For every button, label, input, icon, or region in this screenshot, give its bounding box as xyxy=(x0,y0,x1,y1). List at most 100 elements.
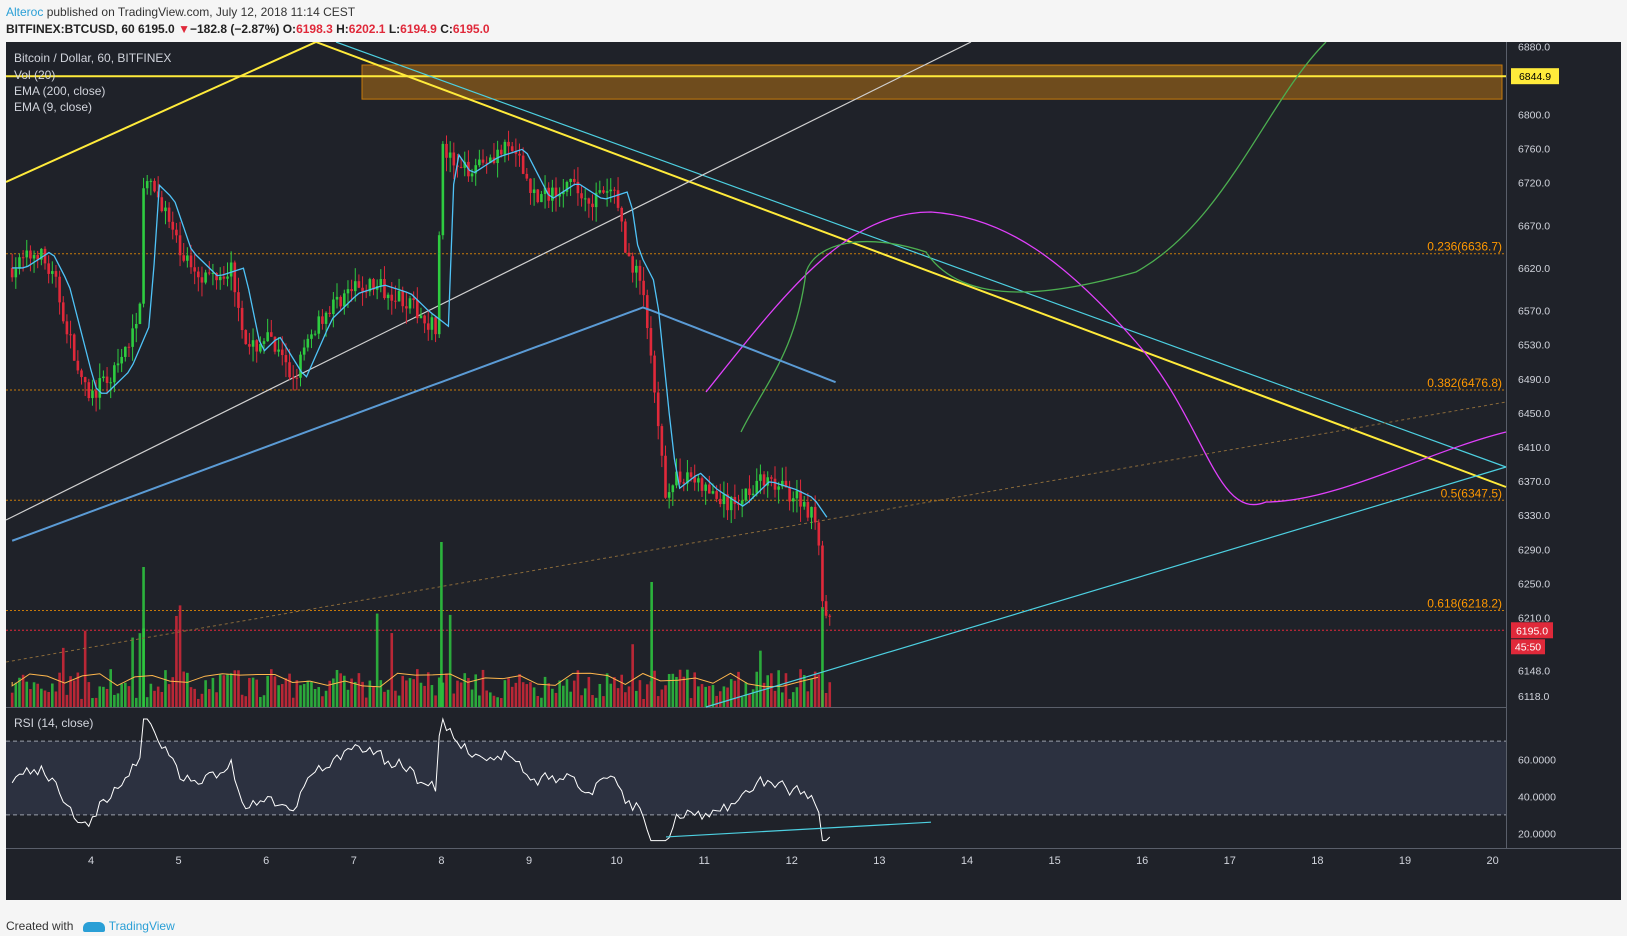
candle-body[interactable] xyxy=(525,173,529,179)
candle-body[interactable] xyxy=(704,484,707,491)
candle-body[interactable] xyxy=(558,194,561,197)
candle-body[interactable] xyxy=(233,262,237,293)
candle-body[interactable] xyxy=(291,377,295,379)
candle-body[interactable] xyxy=(554,187,558,197)
candle-body[interactable] xyxy=(87,382,91,399)
candle-body[interactable] xyxy=(383,279,386,299)
candle-body[interactable] xyxy=(609,189,613,192)
candle-body[interactable] xyxy=(478,159,481,166)
rsi-divergence-line[interactable] xyxy=(665,821,932,838)
candle-body[interactable] xyxy=(613,189,616,191)
brown-dashed-line[interactable] xyxy=(5,401,1507,663)
candle-body[interactable] xyxy=(518,153,521,156)
candle-body[interactable] xyxy=(302,347,306,355)
candle-body[interactable] xyxy=(675,471,678,486)
candle-body[interactable] xyxy=(138,303,142,325)
candle-body[interactable] xyxy=(740,500,744,505)
candle-body[interactable] xyxy=(697,478,700,483)
candle-body[interactable] xyxy=(766,477,770,486)
candle-body[interactable] xyxy=(397,291,401,302)
candle-body[interactable] xyxy=(237,292,240,308)
candle-body[interactable] xyxy=(485,162,488,164)
candle-body[interactable] xyxy=(463,161,467,168)
candle-body[interactable] xyxy=(605,191,609,193)
candle-body[interactable] xyxy=(788,487,791,502)
candle-body[interactable] xyxy=(72,334,76,361)
candle-body[interactable] xyxy=(193,267,196,272)
candle-body[interactable] xyxy=(572,178,576,182)
chart-area[interactable]: 0.236(6636.7) 0.382(6476.8) 0.5(6347.5) 0.6… xyxy=(5,41,1621,900)
candle-body[interactable] xyxy=(394,300,397,302)
candle-body[interactable] xyxy=(748,488,751,496)
candle-body[interactable] xyxy=(386,294,390,299)
candle-body[interactable] xyxy=(142,188,145,304)
candle-body[interactable] xyxy=(693,476,697,483)
candle-body[interactable] xyxy=(266,332,269,342)
candle-body[interactable] xyxy=(744,488,748,501)
candle-body[interactable] xyxy=(587,198,591,204)
candle-body[interactable] xyxy=(120,356,123,364)
candle-body[interactable] xyxy=(98,378,102,398)
price-chart[interactable]: 0.236(6636.7) 0.382(6476.8) 0.5(6347.5) 0.6… xyxy=(5,41,1621,900)
candle-body[interactable] xyxy=(149,180,153,182)
candle-body[interactable] xyxy=(200,277,204,283)
candle-body[interactable] xyxy=(178,235,182,256)
candle-body[interactable] xyxy=(69,334,72,336)
candle-body[interactable] xyxy=(83,377,87,383)
candle-body[interactable] xyxy=(124,346,127,357)
ema200-line[interactable] xyxy=(11,306,836,542)
candle-body[interactable] xyxy=(470,173,474,177)
candle-body[interactable] xyxy=(32,255,36,259)
candle-body[interactable] xyxy=(255,340,259,352)
candle-body[interactable] xyxy=(401,291,405,307)
candle-body[interactable] xyxy=(321,316,324,324)
candle-body[interactable] xyxy=(288,362,291,378)
candle-body[interactable] xyxy=(635,265,638,273)
candle-body[interactable] xyxy=(346,289,350,294)
candle-body[interactable] xyxy=(507,141,510,147)
candle-body[interactable] xyxy=(434,317,437,335)
main-pane[interactable] xyxy=(6,42,1506,707)
candle-body[interactable] xyxy=(631,256,634,273)
candle-body[interactable] xyxy=(43,248,47,264)
candle-body[interactable] xyxy=(543,187,547,195)
candle-body[interactable] xyxy=(653,355,656,393)
candle-body[interactable] xyxy=(226,276,229,279)
candle-body[interactable] xyxy=(259,343,262,352)
candle-body[interactable] xyxy=(270,332,273,337)
candle-body[interactable] xyxy=(576,181,580,194)
resistance-zone[interactable] xyxy=(361,64,1503,100)
candle-body[interactable] xyxy=(204,272,207,283)
candle-body[interactable] xyxy=(532,189,536,194)
candle-body[interactable] xyxy=(773,478,777,490)
candle-body[interactable] xyxy=(499,149,503,155)
candle-body[interactable] xyxy=(405,306,408,309)
candle-body[interactable] xyxy=(569,178,572,182)
candle-body[interactable] xyxy=(514,150,518,154)
candle-body[interactable] xyxy=(94,390,98,398)
candle-body[interactable] xyxy=(372,279,375,290)
candle-body[interactable] xyxy=(598,190,602,193)
candle-body[interactable] xyxy=(350,289,353,292)
candle-body[interactable] xyxy=(222,276,226,279)
candle-body[interactable] xyxy=(262,341,266,344)
candle-body[interactable] xyxy=(175,229,178,236)
candle-body[interactable] xyxy=(353,281,357,292)
candle-body[interactable] xyxy=(660,426,664,456)
candle-body[interactable] xyxy=(664,455,667,498)
candle-body[interactable] xyxy=(791,498,795,502)
candle-body[interactable] xyxy=(551,187,554,201)
candle-body[interactable] xyxy=(218,276,222,281)
candle-body[interactable] xyxy=(379,279,383,287)
magenta-projection-curve[interactable] xyxy=(705,211,1507,505)
candle-body[interactable] xyxy=(536,189,540,203)
candle-body[interactable] xyxy=(299,354,302,378)
price-axis[interactable] xyxy=(1507,42,1621,848)
candle-body[interactable] xyxy=(65,321,69,335)
candle-body[interactable] xyxy=(295,377,299,379)
candle-body[interactable] xyxy=(280,349,284,356)
time-axis[interactable] xyxy=(6,849,1621,900)
candle-body[interactable] xyxy=(36,255,40,260)
candle-body[interactable] xyxy=(755,480,759,494)
candle-body[interactable] xyxy=(423,315,426,324)
